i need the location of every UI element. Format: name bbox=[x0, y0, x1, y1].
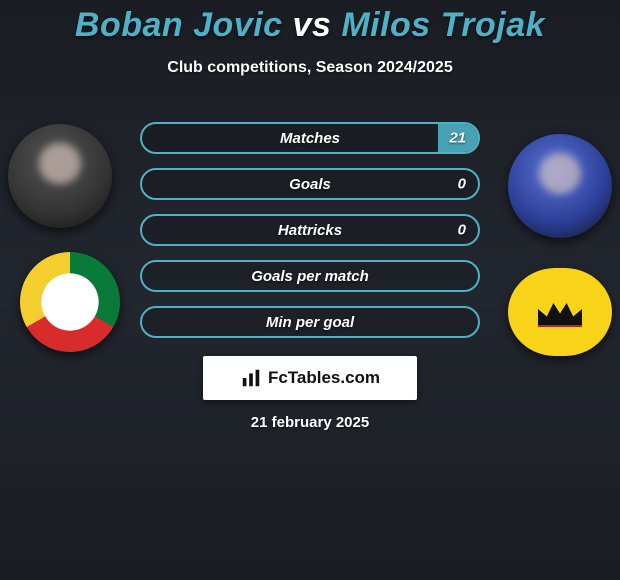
title-player1: Boban Jovic bbox=[75, 6, 283, 44]
stat-row: Goals 0 bbox=[140, 168, 480, 200]
player1-club-crest bbox=[20, 252, 120, 352]
bar-chart-icon bbox=[240, 367, 262, 389]
stat-label: Goals per match bbox=[251, 268, 369, 285]
stat-label: Hattricks bbox=[278, 222, 342, 239]
comparison-card: Boban Jovic vs Milos Trojak Club competi… bbox=[0, 0, 620, 580]
player1-avatar bbox=[8, 124, 112, 228]
player2-avatar bbox=[508, 134, 612, 238]
stat-value-right: 0 bbox=[458, 176, 466, 193]
stat-label: Matches bbox=[280, 130, 340, 147]
player2-club-crest bbox=[508, 268, 612, 356]
stat-row: Min per goal bbox=[140, 306, 480, 338]
stat-label: Goals bbox=[289, 176, 331, 193]
date-label: 21 february 2025 bbox=[0, 414, 620, 431]
stat-row: Goals per match bbox=[140, 260, 480, 292]
stats-panel: Matches 21 Goals 0 Hattricks 0 Goals per match… bbox=[140, 122, 480, 352]
title-player2: Milos Trojak bbox=[341, 6, 545, 44]
title-vs: vs bbox=[293, 6, 332, 44]
subtitle: Club competitions, Season 2024/2025 bbox=[0, 59, 620, 77]
watermark: FcTables.com bbox=[203, 356, 417, 400]
stat-value-right: 21 bbox=[449, 130, 466, 147]
stat-row: Matches 21 bbox=[140, 122, 480, 154]
stat-row: Hattricks 0 bbox=[140, 214, 480, 246]
page-title: Boban Jovic vs Milos Trojak bbox=[0, 6, 620, 45]
stat-value-right: 0 bbox=[458, 222, 466, 239]
crown-icon bbox=[538, 297, 582, 327]
stat-label: Min per goal bbox=[266, 314, 354, 331]
watermark-text: FcTables.com bbox=[268, 368, 380, 388]
